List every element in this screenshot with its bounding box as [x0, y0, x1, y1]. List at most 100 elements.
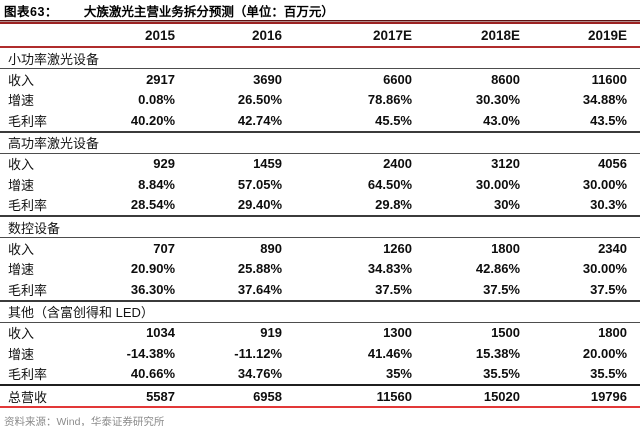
table-cell: 30.00% [582, 176, 627, 192]
table-cell: 2340 [598, 240, 627, 256]
table-cell: 40.66% [130, 366, 175, 382]
table-cell: 26.50% [237, 92, 282, 108]
table-cell: 20.90% [130, 261, 175, 277]
table-cell: 3120 [491, 156, 520, 172]
table-cell: 1800 [491, 240, 520, 256]
total-top-rule [0, 384, 640, 386]
table-row: 增速 20.90% 25.88% 34.83% 42.86% 30.00% [0, 259, 640, 280]
table-row: 增速 8.84% 57.05% 64.50% 30.00% 30.00% [0, 174, 640, 195]
divider [0, 152, 640, 154]
table-cell: 0.08% [138, 92, 175, 108]
title-rule [0, 20, 640, 24]
table-cell: 35.5% [590, 366, 627, 382]
table-cell: 929 [153, 156, 175, 172]
table-cell: 25.88% [237, 261, 282, 277]
table-row: 收入 1034 919 1300 1500 1800 [0, 323, 640, 344]
table-cell: 36.30% [130, 281, 175, 297]
table-cell: 35.5% [483, 366, 520, 382]
divider [0, 321, 640, 323]
figure-title-text: 大族激光主营业务拆分预测（单位：百万元） [83, 5, 334, 19]
table-cell: 890 [260, 240, 282, 256]
table-cell: 34.76% [237, 366, 282, 382]
row-label: 增速 [8, 346, 35, 362]
table-cell: 4056 [598, 156, 627, 172]
table-cell: 37.64% [237, 281, 282, 297]
section-high-power-laser: 高功率激光设备 收入 929 1459 2400 3120 4056 增速 8.… [0, 133, 640, 216]
table-cell: 64.50% [367, 176, 412, 192]
table-cell: 1300 [383, 325, 412, 341]
table-cell: 11600 [591, 71, 627, 87]
table-row: 增速 -14.38% -11.12% 41.46% 15.38% 20.00% [0, 343, 640, 364]
table-row: 毛利率 40.66% 34.76% 35% 35.5% 35.5% [0, 364, 640, 385]
table-cell: 34.83% [367, 261, 412, 277]
row-label: 毛利率 [8, 367, 48, 383]
column-header-2015: 2015 [144, 27, 175, 43]
row-label: 收入 [8, 157, 35, 173]
table-row: 收入 2917 3690 6600 8600 11600 [0, 69, 640, 90]
row-label: 收入 [8, 326, 35, 342]
table-cell: 40.20% [130, 112, 175, 128]
column-header-2019e: 2019E [587, 27, 627, 43]
row-label: 增速 [8, 93, 35, 109]
section-divider [0, 215, 640, 217]
table-cell: 29.8% [375, 197, 412, 213]
row-label: 毛利率 [8, 282, 48, 298]
total-cell: 15020 [483, 388, 520, 404]
section-low-power-laser: 小功率激光设备 收入 2917 3690 6600 8600 11600 增速 … [0, 48, 640, 131]
table-cell: 919 [260, 325, 282, 341]
section-header: 小功率激光设备 [8, 51, 100, 67]
table-cell: 43.0% [483, 112, 520, 128]
table-cell: 78.86% [367, 92, 412, 108]
figure-number-label: 图表63： [4, 5, 58, 19]
table-cell: 30.30% [475, 92, 520, 108]
row-label: 毛利率 [8, 113, 48, 129]
row-label: 增速 [8, 262, 35, 278]
table-cell: 15.38% [475, 345, 520, 361]
divider [0, 68, 640, 69]
table-bottom-rule [0, 406, 640, 408]
total-cell: 11560 [376, 388, 412, 404]
table-cell: 43.5% [590, 112, 627, 128]
table-cell: 1034 [146, 325, 175, 341]
table-cell: 41.46% [367, 345, 412, 361]
table-cell: 8600 [491, 71, 520, 87]
table-cell: 8.84% [138, 176, 175, 192]
source-note: 资料来源：Wind，华泰证券研究所 [4, 416, 165, 426]
table-cell: -11.12% [234, 345, 282, 361]
section-cnc-equipment: 数控设备 收入 707 890 1260 1800 2340 增速 20.90%… [0, 217, 640, 300]
table-cell: 1260 [383, 240, 412, 256]
table-cell: 42.74% [237, 112, 282, 128]
total-cell: 19796 [590, 388, 627, 404]
column-header-2018e: 2018E [480, 27, 520, 43]
table-row: 毛利率 36.30% 37.64% 37.5% 37.5% 37.5% [0, 279, 640, 300]
table-cell: 1800 [598, 325, 627, 341]
table-row: 收入 929 1459 2400 3120 4056 [0, 154, 640, 175]
section-header: 数控设备 [8, 220, 61, 236]
table-cell: 37.5% [375, 281, 412, 297]
row-label: 收入 [8, 72, 35, 88]
table-cell: 29.40% [237, 197, 282, 213]
table-cell: 6600 [383, 71, 412, 87]
table-cell: 35% [385, 366, 412, 382]
table-cell: 42.86% [475, 261, 520, 277]
total-row: 总营收 5587 6958 11560 15020 19796 [0, 386, 640, 406]
row-label: 毛利率 [8, 198, 48, 214]
total-cell: 6958 [253, 388, 282, 404]
table-cell: 57.05% [237, 176, 282, 192]
table-cell: 3690 [253, 71, 282, 87]
row-label: 增速 [8, 177, 35, 193]
column-header-2017e: 2017E [372, 27, 412, 43]
table-cell: 707 [153, 240, 175, 256]
table-cell: 37.5% [483, 281, 520, 297]
table-cell: 37.5% [590, 281, 627, 297]
table-row: 增速 0.08% 26.50% 78.86% 30.30% 34.88% [0, 90, 640, 111]
divider [0, 237, 640, 238]
section-divider [0, 130, 640, 133]
table-cell: 20.00% [582, 345, 627, 361]
section-header: 其他（含富创得和 LED） [8, 305, 154, 320]
table-cell: 1500 [491, 325, 520, 341]
table-row: 收入 707 890 1260 1800 2340 [0, 238, 640, 259]
section-header: 高功率激光设备 [8, 136, 100, 151]
section-divider [0, 299, 640, 302]
